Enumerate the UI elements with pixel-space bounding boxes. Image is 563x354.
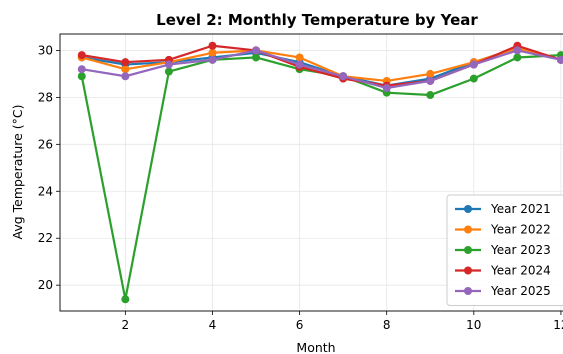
- legend-swatch-marker: [464, 266, 472, 275]
- data-point: [252, 53, 261, 62]
- x-tick-label: 10: [466, 318, 481, 332]
- legend-label: Year 2021: [490, 202, 551, 216]
- y-tick-label: 20: [38, 278, 53, 292]
- legend-box: [446, 194, 563, 306]
- data-point: [469, 60, 478, 69]
- x-tick-label: 8: [383, 318, 391, 332]
- y-axis-label: Avg Temperature (°C): [10, 104, 25, 239]
- y-tick-label: 26: [38, 137, 53, 151]
- data-point: [426, 91, 435, 100]
- data-point: [382, 83, 391, 92]
- legend-swatch-marker: [464, 287, 472, 295]
- data-point: [164, 60, 173, 69]
- series-line: [81, 46, 562, 83]
- data-point: [121, 65, 130, 74]
- data-point: [513, 46, 522, 55]
- data-point: [339, 72, 348, 81]
- data-point: [426, 76, 435, 85]
- legend-swatch-marker: [464, 246, 472, 254]
- x-tick-label: 12: [553, 318, 563, 332]
- plot-frame: [59, 33, 563, 312]
- data-point: [164, 67, 173, 76]
- data-point: [469, 74, 478, 83]
- y-tick-label: 30: [38, 43, 53, 57]
- x-axis-label: Month: [296, 340, 335, 354]
- data-point: [513, 53, 522, 62]
- legend-label: Year 2022: [490, 223, 551, 237]
- legend-swatch-marker: [464, 205, 472, 213]
- data-point: [556, 55, 563, 64]
- y-tick-label: 28: [38, 90, 53, 104]
- data-point: [77, 65, 86, 74]
- data-point: [208, 48, 217, 57]
- ticks: 24681012202224262830: [38, 43, 563, 332]
- x-tick-label: 2: [122, 318, 130, 332]
- x-tick-label: 6: [296, 318, 304, 332]
- series-group: [77, 41, 563, 304]
- y-tick-label: 24: [38, 184, 53, 198]
- data-point: [77, 51, 86, 60]
- series-line: [81, 49, 562, 90]
- legend: Year 2021 Year 2022 Year 2023 Year 2024 Year…: [446, 194, 563, 306]
- grid: [60, 34, 563, 311]
- data-point: [121, 58, 130, 67]
- legend-label: Year 2024: [490, 264, 551, 278]
- legend-swatch-marker: [464, 225, 472, 234]
- data-point: [426, 69, 435, 78]
- data-point: [252, 46, 261, 55]
- data-point: [295, 53, 304, 62]
- data-point: [77, 72, 86, 81]
- x-tick-label: 4: [209, 318, 217, 332]
- chart-title: Level 2: Monthly Temperature by Year: [156, 11, 478, 29]
- data-point: [295, 60, 304, 69]
- legend-label: Year 2025: [490, 284, 551, 298]
- data-point: [121, 295, 130, 304]
- data-point: [208, 41, 217, 50]
- data-point: [121, 72, 130, 81]
- data-point: [208, 55, 217, 64]
- legend-label: Year 2023: [490, 243, 551, 257]
- y-tick-label: 22: [38, 231, 53, 245]
